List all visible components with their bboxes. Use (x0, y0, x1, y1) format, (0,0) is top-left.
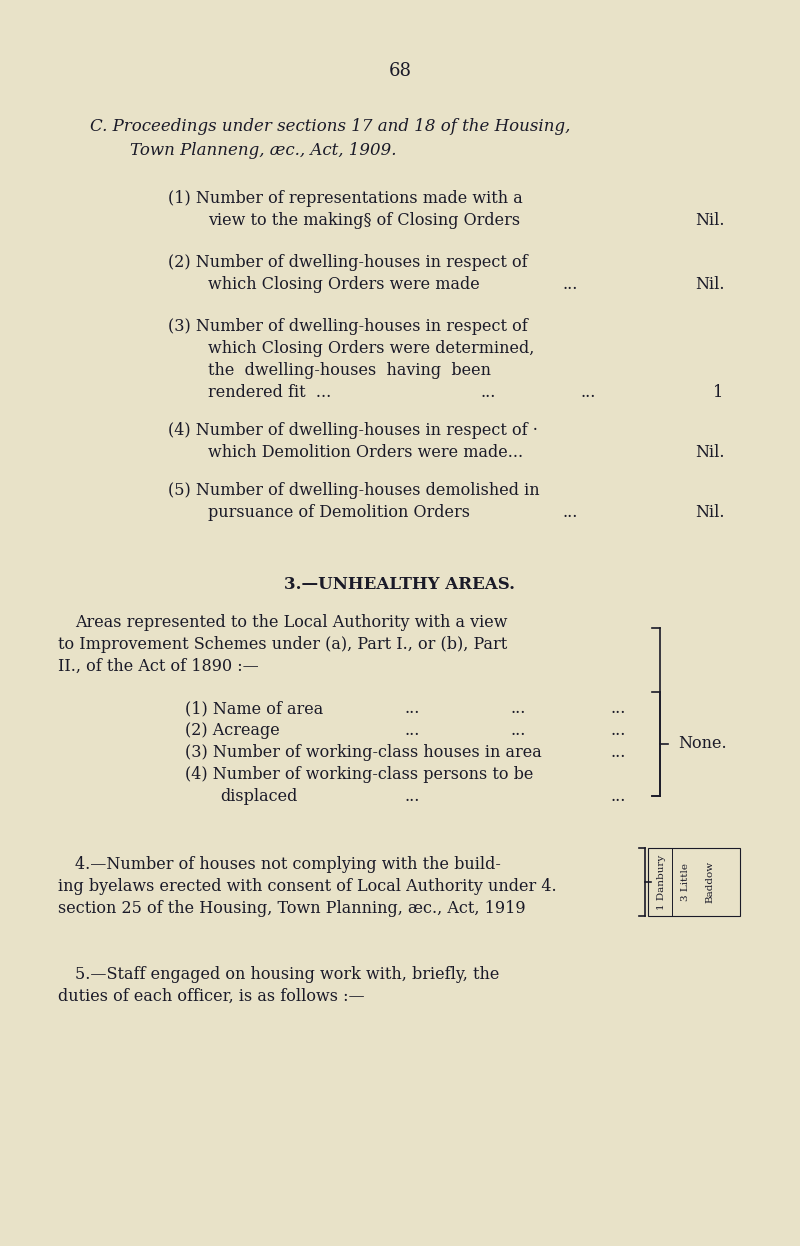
Text: ...: ... (610, 721, 626, 739)
Text: ...: ... (563, 503, 578, 521)
Text: duties of each officer, is as follows :—: duties of each officer, is as follows :— (58, 988, 365, 1006)
Text: (2) Acreage: (2) Acreage (185, 721, 280, 739)
Text: Areas represented to the Local Authority with a view: Areas represented to the Local Authority… (75, 614, 507, 630)
Text: which Closing Orders were made: which Closing Orders were made (208, 277, 480, 293)
Text: Town Planneng, æc., Act, 1909.: Town Planneng, æc., Act, 1909. (130, 142, 397, 159)
Text: view to the making§ of Closing Orders: view to the making§ of Closing Orders (208, 212, 520, 229)
Bar (648, 849, 740, 916)
Text: ...: ... (480, 384, 495, 401)
Text: None.: None. (678, 735, 726, 753)
Text: Baddow: Baddow (706, 861, 714, 903)
Text: Nil.: Nil. (695, 444, 725, 461)
Text: which Demolition Orders were made...: which Demolition Orders were made... (208, 444, 523, 461)
Text: section 25 of the Housing, Town Planning, æc., Act, 1919: section 25 of the Housing, Town Planning… (58, 900, 526, 917)
Text: ...: ... (405, 787, 420, 805)
Text: to Improvement Schemes under (a), Part I., or (b), Part: to Improvement Schemes under (a), Part I… (58, 635, 507, 653)
Text: (3) Number of working-class houses in area: (3) Number of working-class houses in ar… (185, 744, 542, 761)
Text: 1: 1 (713, 384, 723, 401)
Text: Nil.: Nil. (695, 277, 725, 293)
Text: ...: ... (510, 700, 526, 716)
Text: ...: ... (610, 700, 626, 716)
Text: 5.—Staff engaged on housing work with, briefly, the: 5.—Staff engaged on housing work with, b… (75, 966, 499, 983)
Text: II., of the Act of 1890 :—: II., of the Act of 1890 :— (58, 658, 258, 675)
Text: C. Proceedings under sections 17 and 18 of the Housing,: C. Proceedings under sections 17 and 18 … (90, 118, 570, 135)
Text: (4) Number of working-class persons to be: (4) Number of working-class persons to b… (185, 766, 534, 782)
Text: ...: ... (580, 384, 595, 401)
Text: ...: ... (405, 721, 420, 739)
Text: Nil.: Nil. (695, 212, 725, 229)
Text: ...: ... (563, 277, 578, 293)
Text: ing byelaws erected with consent of Local Authority under 4.: ing byelaws erected with consent of Loca… (58, 878, 557, 895)
Text: 3.—UNHEALTHY AREAS.: 3.—UNHEALTHY AREAS. (285, 576, 515, 593)
Text: ...: ... (610, 787, 626, 805)
Text: ...: ... (510, 721, 526, 739)
Text: which Closing Orders were determined,: which Closing Orders were determined, (208, 340, 534, 358)
Text: (1) Name of area: (1) Name of area (185, 700, 323, 716)
Text: 3 Little: 3 Little (681, 863, 690, 901)
Text: rendered fit  ...: rendered fit ... (208, 384, 331, 401)
Text: displaced: displaced (220, 787, 298, 805)
Text: (3) Number of dwelling-houses in respect of: (3) Number of dwelling-houses in respect… (168, 318, 528, 335)
Text: (1) Number of representations made with a: (1) Number of representations made with … (168, 189, 522, 207)
Text: (4) Number of dwelling-houses in respect of ·: (4) Number of dwelling-houses in respect… (168, 422, 538, 439)
Text: 4.—Number of houses not complying with the build-: 4.—Number of houses not complying with t… (75, 856, 501, 873)
Text: 1 Danbury: 1 Danbury (658, 855, 666, 910)
Text: (5) Number of dwelling-houses demolished in: (5) Number of dwelling-houses demolished… (168, 482, 540, 498)
Text: 68: 68 (389, 62, 411, 80)
Text: pursuance of Demolition Orders: pursuance of Demolition Orders (208, 503, 470, 521)
Text: (2) Number of dwelling-houses in respect of: (2) Number of dwelling-houses in respect… (168, 254, 528, 270)
Text: the  dwelling-houses  having  been: the dwelling-houses having been (208, 363, 491, 379)
Text: ...: ... (610, 744, 626, 761)
Text: ...: ... (405, 700, 420, 716)
Text: Nil.: Nil. (695, 503, 725, 521)
